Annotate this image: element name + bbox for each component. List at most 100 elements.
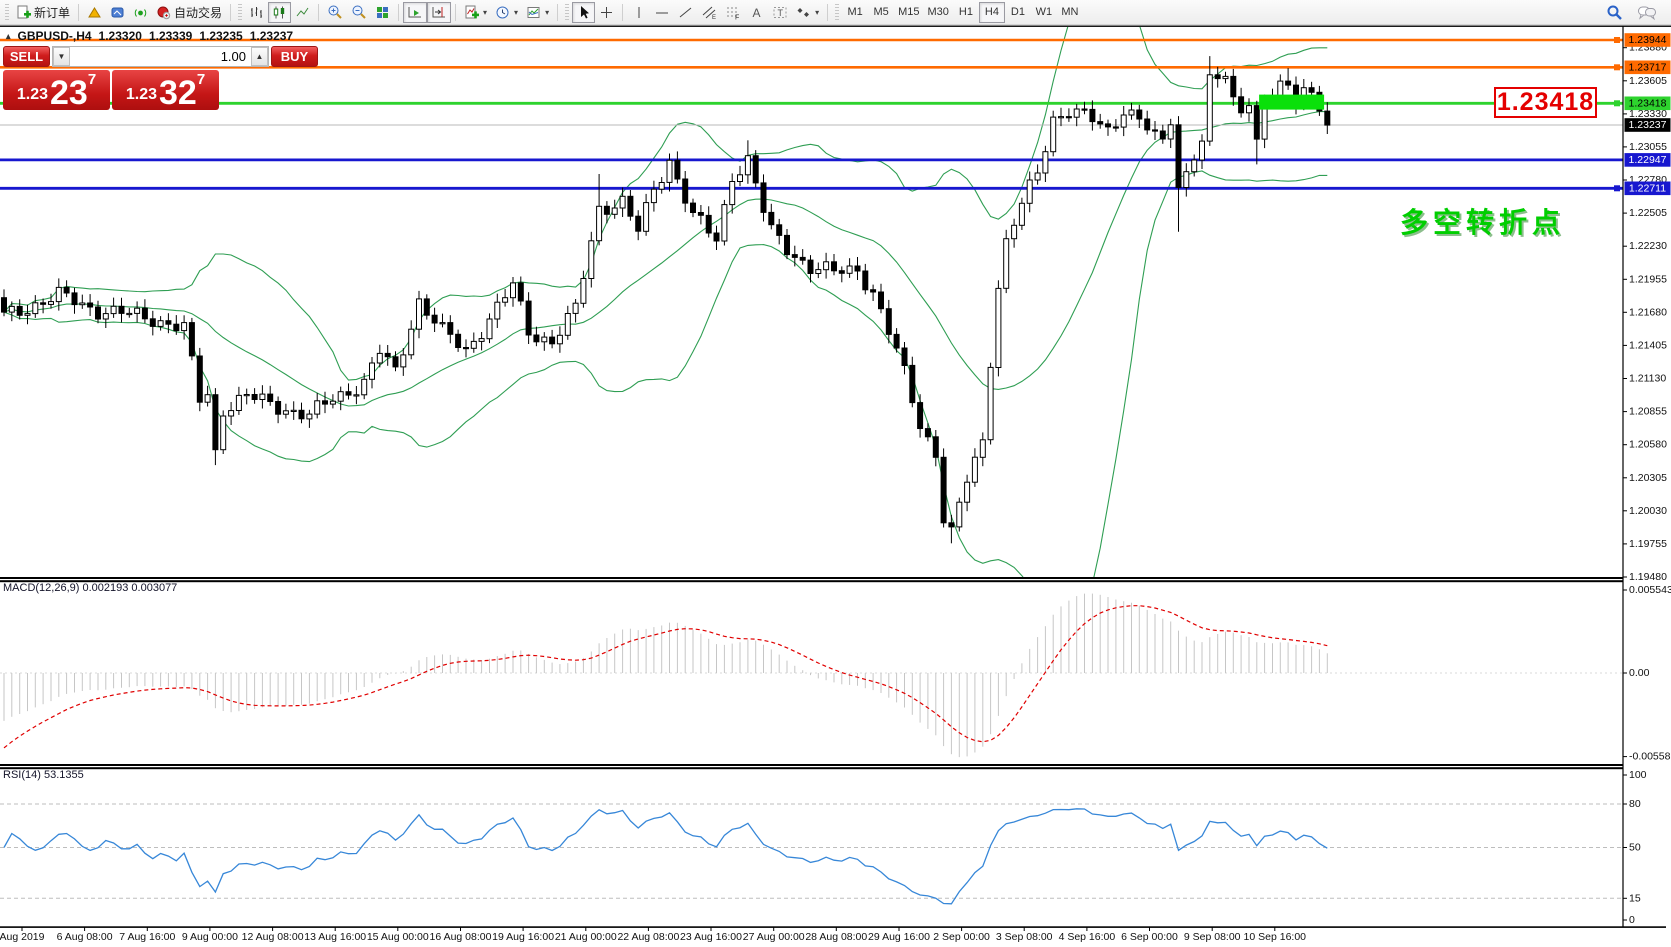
- bar-chart-button[interactable]: [245, 2, 268, 23]
- svg-text:19 Aug 16:00: 19 Aug 16:00: [492, 931, 554, 943]
- timeframe-h4[interactable]: H4: [978, 1, 1005, 23]
- bar-chart-icon: [251, 6, 263, 18]
- line-chart-icon: [296, 7, 309, 16]
- zoom-in-button[interactable]: [323, 2, 347, 23]
- timeframe-m30[interactable]: M30: [927, 6, 949, 18]
- cursor-button[interactable]: [572, 1, 596, 23]
- svg-text:1.23330: 1.23330: [1629, 108, 1667, 120]
- sell-price-tile[interactable]: 1.23 23 7: [3, 70, 110, 110]
- svg-text:1.19755: 1.19755: [1629, 538, 1667, 550]
- signals-icon: [134, 8, 147, 17]
- toolbar-grip[interactable]: [835, 3, 840, 21]
- line-chart-button[interactable]: [291, 2, 314, 23]
- fibonacci-icon: F: [727, 7, 739, 20]
- text-icon: A: [753, 6, 761, 20]
- timeframe-h1[interactable]: H1: [958, 6, 973, 18]
- svg-text:1.21130: 1.21130: [1629, 373, 1666, 385]
- svg-text:1.23237: 1.23237: [1629, 119, 1667, 131]
- separator: [398, 3, 400, 21]
- chart-title-bar: ▴ GBPUSD-,H4 1.23320 1.23339 1.23235 1.2…: [6, 29, 293, 43]
- candlestick-chart-button[interactable]: [268, 1, 292, 23]
- svg-text:1.22230: 1.22230: [1629, 240, 1667, 252]
- terminal-icon: [111, 7, 124, 17]
- indicators-button[interactable]: ▾: [460, 2, 491, 23]
- chevron-down-icon: ▾: [514, 7, 519, 17]
- one-click-trading-panel: SELL ▼ ▲ BUY 1.23 23 7 1.23 32 7: [3, 46, 318, 110]
- one-click-collapse-icon[interactable]: ▴: [6, 30, 11, 41]
- zoom-out-icon: [352, 5, 366, 19]
- chat-button[interactable]: [1633, 2, 1661, 23]
- time-axis: [0, 926, 1666, 928]
- svg-text:1.21405: 1.21405: [1629, 339, 1667, 351]
- horizontal-line-icon: [656, 12, 669, 13]
- arrows-button[interactable]: ▾: [792, 2, 823, 23]
- trendline-button[interactable]: [674, 2, 697, 23]
- volume-input[interactable]: [70, 47, 251, 66]
- crosshair-button[interactable]: [595, 2, 618, 23]
- ohlc-close: 1.23237: [249, 29, 294, 43]
- zoom-out-button[interactable]: [347, 2, 371, 23]
- signals-button[interactable]: [129, 2, 152, 23]
- buy-button[interactable]: BUY: [271, 46, 318, 67]
- buy-price-tile[interactable]: 1.23 32 7: [112, 70, 219, 110]
- svg-text:1.23605: 1.23605: [1629, 75, 1667, 87]
- svg-text:T: T: [778, 8, 784, 18]
- svg-text:6 Aug 08:00: 6 Aug 08:00: [57, 931, 113, 943]
- horizontal-line-button[interactable]: [650, 2, 674, 23]
- tile-windows-button[interactable]: [371, 2, 394, 23]
- channel-button[interactable]: E: [697, 2, 721, 23]
- auto-scroll-button[interactable]: [403, 1, 428, 23]
- svg-text:1.21955: 1.21955: [1629, 273, 1667, 285]
- price-callout-box[interactable]: 1.23418: [1494, 87, 1597, 118]
- timeframe-mn[interactable]: MN: [1061, 6, 1079, 18]
- search-button[interactable]: [1602, 2, 1627, 23]
- toolbar-grip[interactable]: [5, 3, 9, 21]
- svg-text:3 Sep 08:00: 3 Sep 08:00: [996, 931, 1053, 943]
- timeframe-m1[interactable]: M1: [847, 6, 863, 18]
- toolbar-grip[interactable]: [565, 3, 570, 21]
- volume-up-button[interactable]: ▲: [251, 47, 268, 66]
- svg-text:0.00: 0.00: [1629, 667, 1650, 679]
- svg-text:13 Aug 16:00: 13 Aug 16:00: [304, 931, 366, 943]
- svg-text:29 Aug 16:00: 29 Aug 16:00: [868, 931, 930, 943]
- svg-text:7 Aug 16:00: 7 Aug 16:00: [119, 931, 175, 943]
- metaeditor-button[interactable]: [83, 2, 106, 23]
- svg-text:0.005543: 0.005543: [1629, 584, 1671, 596]
- text-button[interactable]: A: [745, 2, 768, 23]
- svg-text:27 Aug 00:00: 27 Aug 00:00: [743, 931, 805, 943]
- toolbar: 新订单 自动交易: [0, 0, 1671, 25]
- svg-text:6 Sep 00:00: 6 Sep 00:00: [1121, 931, 1178, 943]
- text-label-button[interactable]: T: [768, 2, 792, 23]
- price-tags: 1.23944 1.23717 1.23418 1.23237 1.22947 1.227…: [1614, 33, 1671, 196]
- macd-label: MACD(12,26,9) 0.002193 0.003077: [3, 582, 177, 594]
- separator: [318, 3, 320, 21]
- buy-price-pip: 7: [196, 71, 206, 88]
- vertical-line-button[interactable]: [627, 2, 650, 23]
- separator: [455, 3, 457, 21]
- timeframe-m15[interactable]: M15: [898, 6, 920, 18]
- rsi-label: RSI(14) 53.1355: [3, 769, 84, 781]
- timeframe-m5[interactable]: M5: [873, 6, 889, 18]
- svg-text:12 Aug 08:00: 12 Aug 08:00: [242, 931, 304, 943]
- macd-values: 0.002193 0.003077: [82, 582, 178, 594]
- fibonacci-button[interactable]: F: [721, 2, 745, 23]
- volume-down-button[interactable]: ▼: [53, 47, 70, 66]
- chart-shift-button[interactable]: [427, 1, 452, 23]
- toolbar-grip[interactable]: [238, 3, 243, 21]
- auto-trading-icon: [157, 6, 171, 19]
- timeframe-w1[interactable]: W1: [1035, 6, 1053, 18]
- turning-point-annotation: 多空转折点: [1400, 207, 1566, 238]
- templates-button[interactable]: ▾: [522, 2, 553, 23]
- svg-text:F: F: [735, 14, 739, 20]
- sell-button[interactable]: SELL: [3, 46, 50, 67]
- time-labels: Aug 2019 6 Aug 08:00 7 Aug 16:00 9 Aug 00:0…: [0, 927, 1306, 943]
- svg-text:80: 80: [1629, 798, 1641, 810]
- svg-text:9 Sep 08:00: 9 Sep 08:00: [1184, 931, 1241, 943]
- terminal-button[interactable]: [106, 2, 129, 23]
- timeframe-d1[interactable]: D1: [1010, 6, 1025, 18]
- auto-trading-button[interactable]: 自动交易: [152, 2, 226, 23]
- new-order-button[interactable]: 新订单: [12, 2, 74, 23]
- templates-icon: [527, 6, 540, 18]
- periods-button[interactable]: ▾: [491, 2, 522, 23]
